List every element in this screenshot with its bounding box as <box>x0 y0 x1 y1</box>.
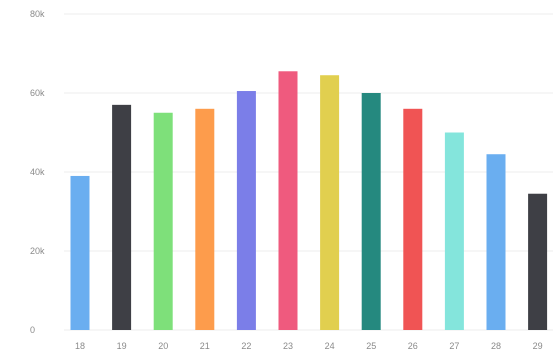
x-tick-label: 25 <box>366 341 376 351</box>
y-tick-label: 40k <box>30 167 45 177</box>
bar-24 <box>320 75 340 330</box>
x-tick-label: 20 <box>158 341 168 351</box>
x-axis-tick-labels: 18 19 20 21 22 23 24 25 26 27 28 29 <box>75 341 543 351</box>
x-tick-label: 23 <box>283 341 293 351</box>
x-tick-label: 28 <box>491 341 501 351</box>
bar-18 <box>70 175 90 330</box>
y-axis-tick-labels: 0 20k 40k 60k 80k <box>30 9 45 335</box>
bar-21 <box>195 108 215 330</box>
bar-20 <box>153 112 173 330</box>
bar-23 <box>278 71 298 331</box>
bar-28 <box>486 154 506 330</box>
bar-29 <box>528 193 548 330</box>
x-tick-label: 26 <box>408 341 418 351</box>
gridlines <box>64 13 553 331</box>
bars <box>70 71 548 331</box>
y-tick-label: 60k <box>30 88 45 98</box>
bar-27 <box>444 132 464 330</box>
x-tick-label: 21 <box>200 341 210 351</box>
x-tick-label: 29 <box>533 341 543 351</box>
x-tick-label: 22 <box>241 341 251 351</box>
bar-22 <box>236 91 256 331</box>
bar-26 <box>403 108 423 330</box>
bar-25 <box>361 93 381 330</box>
y-tick-label: 20k <box>30 246 45 256</box>
x-tick-label: 27 <box>449 341 459 351</box>
y-tick-label: 0 <box>30 325 35 335</box>
x-tick-label: 24 <box>325 341 335 351</box>
y-tick-label: 80k <box>30 9 45 19</box>
x-tick-label: 19 <box>117 341 127 351</box>
bar-19 <box>112 104 132 330</box>
x-tick-label: 18 <box>75 341 85 351</box>
